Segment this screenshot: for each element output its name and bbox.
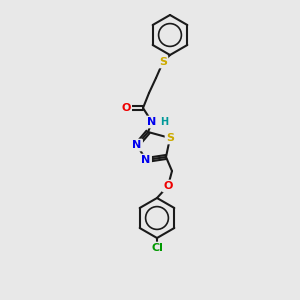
Text: N: N	[132, 140, 142, 150]
Text: N: N	[141, 155, 151, 165]
Text: O: O	[163, 181, 173, 191]
Text: S: S	[159, 57, 167, 67]
Text: O: O	[121, 103, 131, 113]
Text: N: N	[147, 117, 157, 127]
Text: H: H	[160, 117, 168, 127]
Text: Cl: Cl	[151, 243, 163, 253]
Text: S: S	[166, 133, 174, 143]
